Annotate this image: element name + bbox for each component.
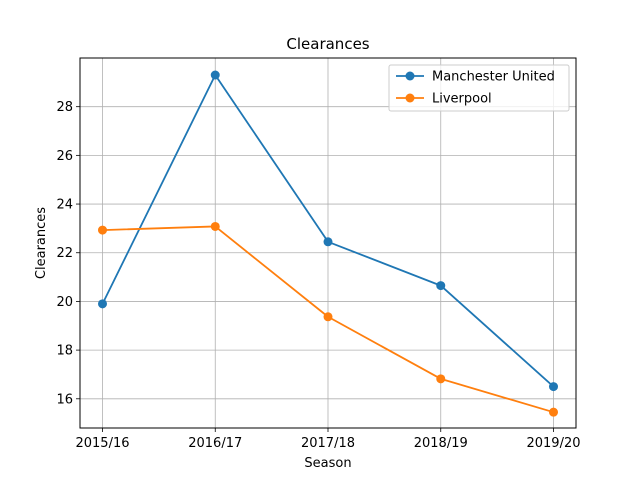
legend-marker: [405, 71, 415, 81]
chart-title: Clearances: [286, 35, 369, 53]
data-point: [436, 374, 446, 384]
y-tick-label: 26: [56, 149, 73, 164]
y-axis-label: Clearances: [34, 207, 49, 279]
x-tick-label: 2017/18: [301, 436, 355, 451]
legend-box: [388, 64, 570, 112]
data-point: [549, 382, 558, 392]
x-axis-ticks: 2015/16 2016/17 2017/18 2018/19 2019/20: [75, 428, 581, 451]
y-axis-ticks: 16 18 20 22 24 26 28: [56, 100, 80, 407]
y-tick-label: 28: [56, 100, 73, 115]
y-tick-label: 24: [56, 198, 73, 213]
legend-entries: Manchester United Liverpool: [396, 70, 555, 107]
legend-label: Manchester United: [432, 70, 555, 85]
y-tick-label: 16: [56, 392, 73, 407]
data-point: [549, 407, 558, 417]
x-axis-label: Season: [304, 456, 351, 471]
x-tick-label: 2015/16: [75, 436, 129, 451]
data-point: [98, 225, 107, 235]
legend-label: Liverpool: [432, 92, 492, 107]
data-point: [323, 237, 333, 247]
series-1: [98, 221, 558, 417]
data-point: [210, 70, 220, 80]
y-tick-label: 18: [56, 344, 73, 359]
x-tick-label: 2018/19: [414, 436, 468, 451]
data-point: [323, 312, 333, 322]
series-0: [98, 70, 558, 392]
legend: Manchester United Liverpool: [388, 64, 570, 112]
y-tick-label: 20: [56, 295, 73, 310]
y-tick-label: 22: [56, 246, 73, 261]
data-point: [436, 281, 446, 291]
data-point: [210, 221, 220, 231]
legend-marker: [405, 93, 415, 103]
x-tick-label: 2019/20: [526, 436, 580, 451]
x-tick-label: 2016/17: [188, 436, 242, 451]
series-layer: [98, 70, 558, 417]
data-point: [98, 299, 107, 309]
